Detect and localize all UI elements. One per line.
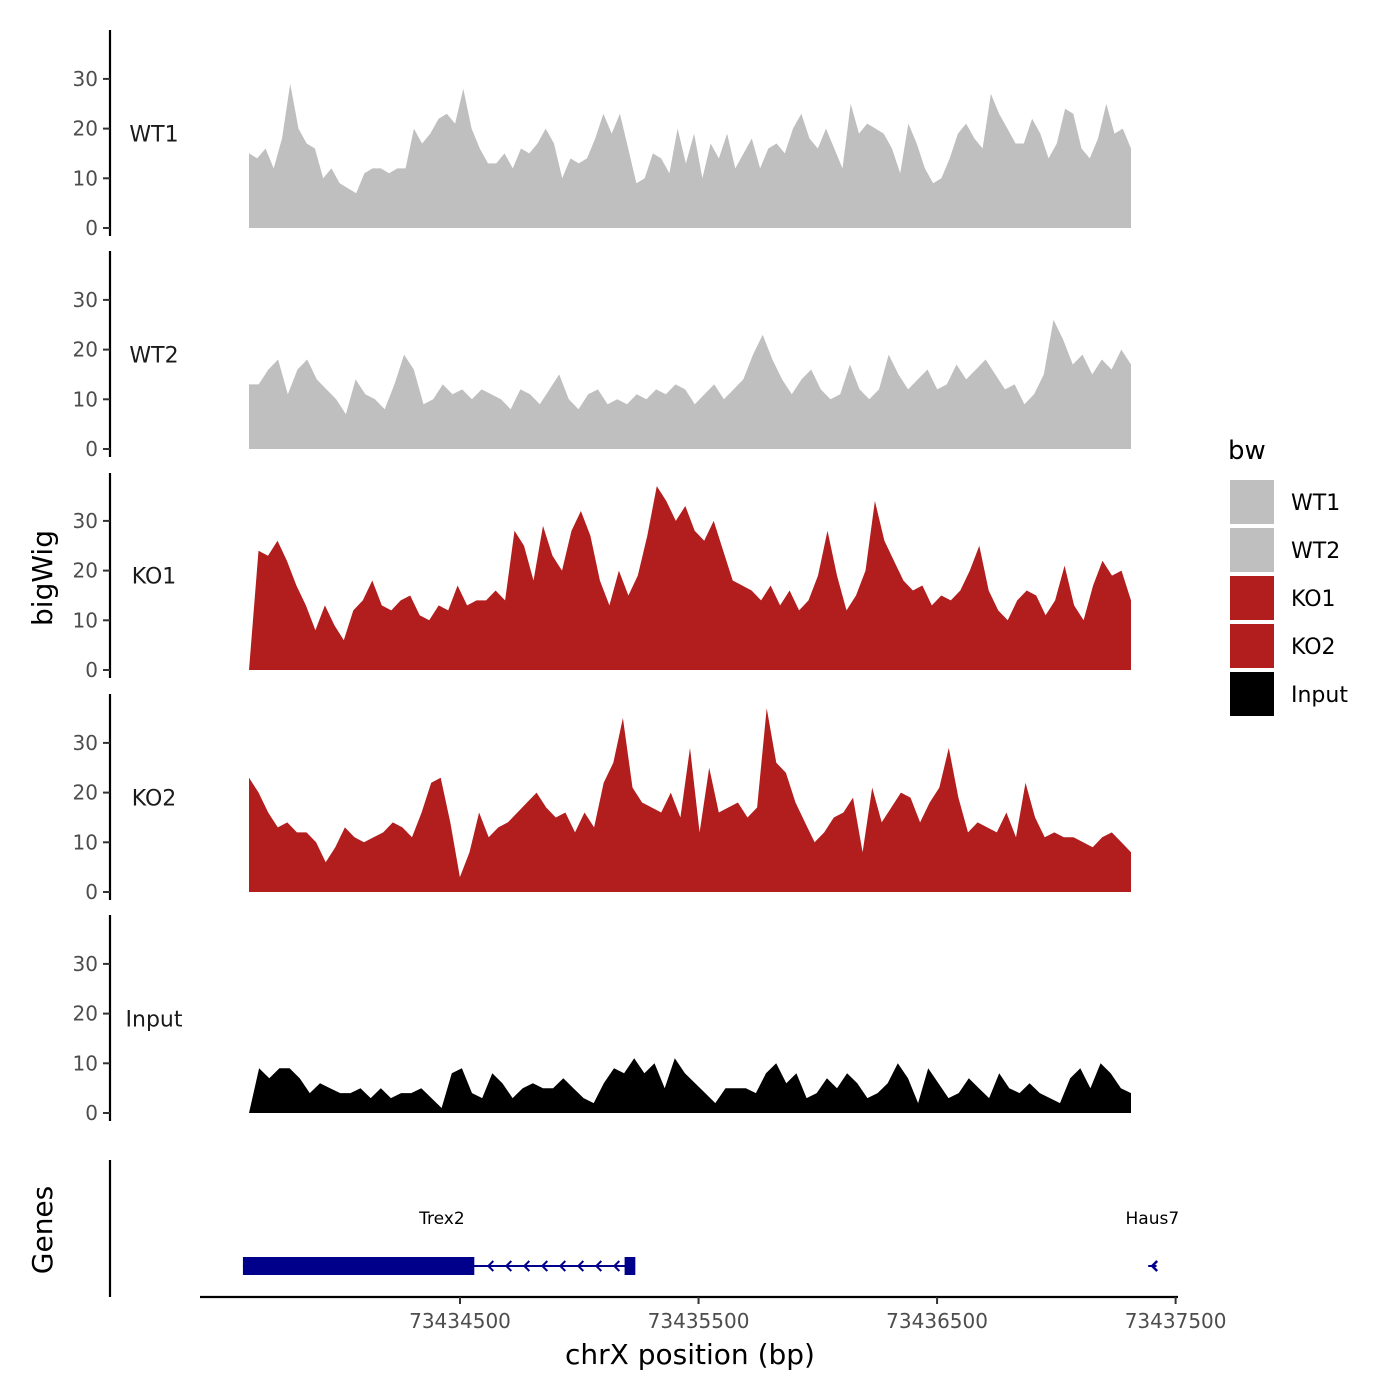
x-axis: 73434500 73435500 73436500 73437500 [200,1295,1227,1333]
y-tick-label: 20 [73,559,98,583]
track-panel-ko1: 0 10 20 30 KO1 [73,473,1131,682]
x-tick-label: 73434500 [409,1309,511,1333]
x-axis-title: chrX position (bp) [565,1338,815,1371]
legend-swatch [1230,576,1274,620]
legend-swatch [1230,528,1274,572]
legend-label: Input [1291,683,1348,708]
track-panel-ko2: 0 10 20 30 KO2 [73,694,1131,904]
strand-chevron [540,1260,549,1272]
legend-entry-ko2: KO2 [1230,624,1336,668]
y-tick-label: 0 [85,216,98,240]
track-panel-input: 0 10 20 30 Input [73,915,1131,1125]
gene-exon [624,1257,636,1275]
y-tick-label: 0 [85,880,98,904]
genes-axis-title: Genes [26,1186,59,1274]
y-tick-label: 20 [73,781,98,805]
y-tick-label: 0 [85,437,98,461]
x-tick-label: 73435500 [648,1309,750,1333]
gene-label-haus7: Haus7 [1126,1209,1180,1229]
track-label-wt2: WT2 [129,344,178,369]
y-tick-label: 0 [85,658,98,682]
y-tick-label: 10 [73,1051,98,1075]
y-tick-label: 30 [73,288,98,312]
legend-title: bw [1228,436,1266,466]
track-area-wt1 [249,83,1131,229]
legend-label: WT2 [1291,539,1340,564]
y-tick-label: 10 [73,166,98,190]
y-axis-title: bigWig [26,530,59,626]
legend-swatch [1230,672,1274,716]
y-tick-label: 20 [73,338,98,362]
track-panel-wt2: 0 10 20 30 WT2 [73,251,1131,461]
legend-entry-wt2: WT2 [1230,528,1340,572]
legend-swatch [1230,480,1274,524]
tracks-layer: 0 10 20 30 WT1 0 10 20 30 WT2 0 10 20 30 KO1 0 10 20 30 KO2… [73,30,1131,1125]
y-tick-label: 10 [73,830,98,854]
y-tick-label: 20 [73,1002,98,1026]
gene-label-trex2: Trex2 [418,1209,465,1229]
track-area-ko2 [249,708,1131,892]
legend-label: WT1 [1291,491,1340,516]
legend-label: KO2 [1291,635,1336,660]
strand-chevron [612,1260,621,1272]
track-area-wt2 [249,319,1131,449]
strand-chevron [558,1260,567,1272]
y-tick-label: 10 [73,387,98,411]
y-tick-label: 30 [73,509,98,533]
legend-entry-input: Input [1230,672,1348,716]
legend-entry-ko1: KO1 [1230,576,1336,620]
gene-haus7: Haus7 [1126,1209,1180,1272]
strand-chevron [486,1260,495,1272]
track-label-input: Input [126,1008,183,1033]
y-tick-label: 0 [85,1101,98,1125]
strand-chevron [504,1260,513,1272]
track-panel-wt1: 0 10 20 30 WT1 [73,30,1131,240]
y-tick-label: 30 [73,731,98,755]
legend-entry-wt1: WT1 [1230,480,1340,524]
genes-panel: Trex2 Haus7 [108,1160,1180,1297]
track-area-input [249,1058,1131,1113]
legend-label: KO1 [1291,587,1336,612]
gene-exon [242,1257,475,1275]
legend-swatch [1230,624,1274,668]
track-area-ko1 [249,486,1131,670]
track-label-ko2: KO2 [132,787,177,812]
strand-chevron [576,1260,585,1272]
y-tick-label: 30 [73,67,98,91]
track-label-ko1: KO1 [132,565,177,590]
gene-trex2: Trex2 [242,1209,636,1275]
x-tick-label: 73436500 [886,1309,988,1333]
track-label-wt1: WT1 [129,123,178,148]
strand-chevron [594,1260,603,1272]
strand-chevron [1150,1260,1159,1272]
y-tick-label: 30 [73,952,98,976]
legend: bw WT1 WT2 KO1 KO2 Input [1228,436,1348,716]
x-tick-label: 73437500 [1125,1309,1227,1333]
strand-chevron [522,1260,531,1272]
y-tick-label: 20 [73,117,98,141]
y-tick-label: 10 [73,608,98,632]
